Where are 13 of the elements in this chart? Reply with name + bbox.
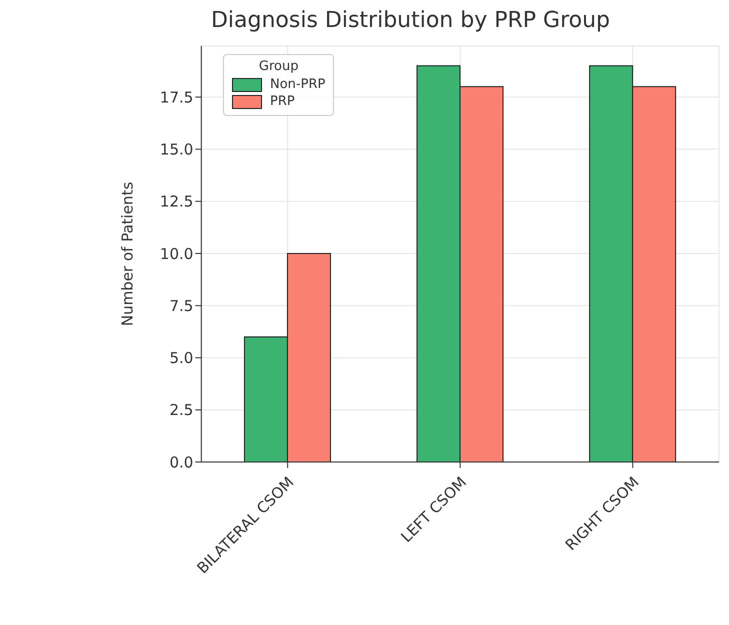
y-tick-label: 5.0: [169, 349, 194, 368]
legend-title: Group: [258, 59, 300, 74]
y-tick-label: 12.5: [160, 192, 194, 211]
legend-label: Non-PRP: [270, 77, 326, 92]
y-tick-label: 10.0: [160, 244, 194, 263]
y-tick-label: 2.5: [169, 401, 194, 420]
y-tick-label: 7.5: [169, 296, 194, 315]
y-tick-label: 0.0: [169, 453, 194, 472]
legend-label: PRP: [270, 94, 295, 109]
y-axis-title: Number of Patients: [118, 182, 137, 326]
chart-title: Diagnosis Distribution by PRP Group: [210, 8, 612, 35]
y-tick-label: 15.0: [160, 140, 194, 159]
y-tick-label: 17.5: [160, 88, 194, 106]
